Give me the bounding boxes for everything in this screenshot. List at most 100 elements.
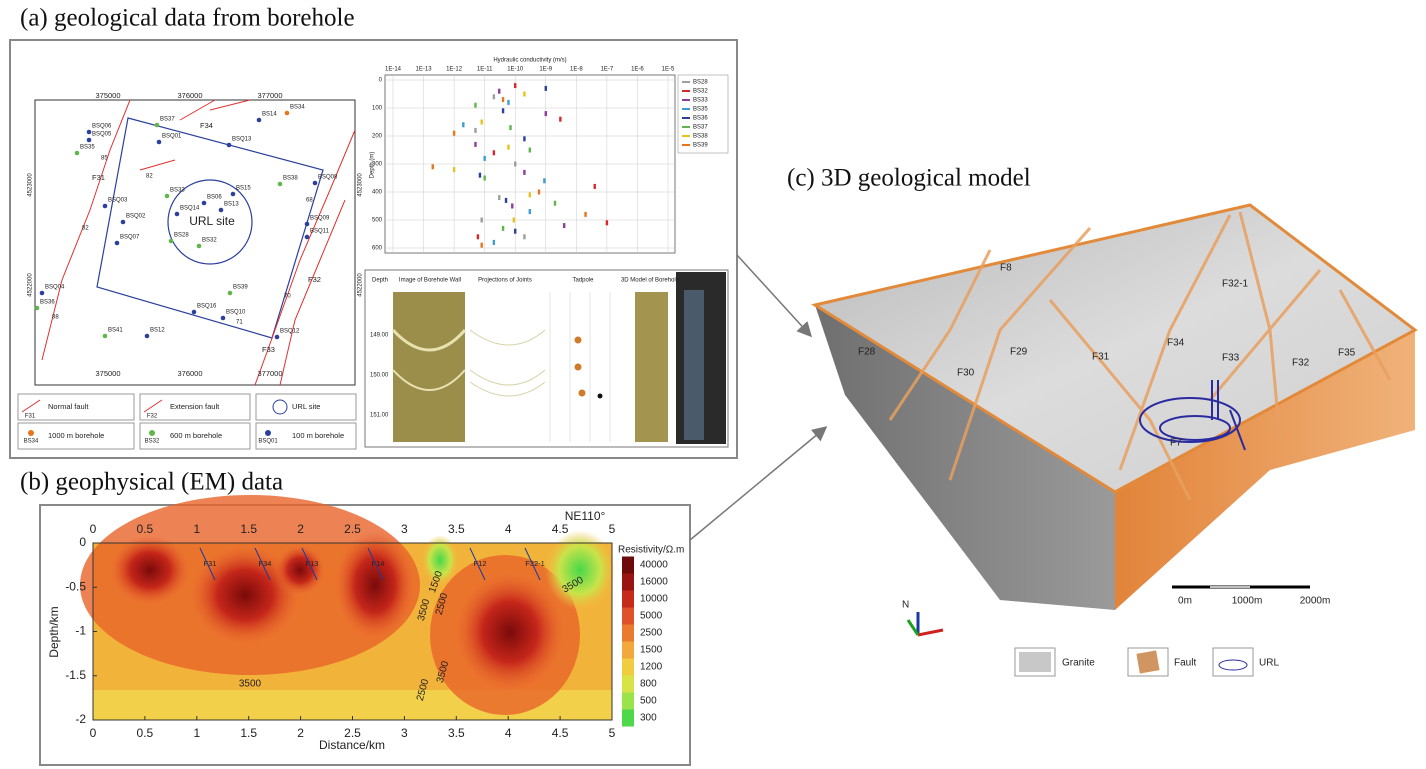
colorbar-label: 16000 — [640, 577, 668, 588]
legend-label: BS39 — [693, 143, 708, 149]
legend-url-icon — [272, 399, 288, 415]
borehole-dot — [174, 211, 180, 217]
x-tick-label: 4.5 — [552, 522, 569, 536]
legend-label: BS38 — [693, 134, 708, 140]
x-tick-label: 1E-14 — [385, 67, 402, 73]
data-point — [514, 161, 517, 167]
x-tick-label: 2 — [297, 726, 304, 740]
legend-icon-label: BS34 — [24, 439, 39, 445]
dip-label: 68 — [306, 198, 313, 204]
em-low — [545, 530, 615, 610]
data-point — [452, 167, 456, 173]
colorbar-label: 300 — [640, 713, 657, 724]
y-axis-label: Depth/km — [47, 606, 61, 657]
x-tick-label: 1E-13 — [416, 67, 433, 73]
legend-label: BS35 — [693, 107, 708, 113]
colorbar-swatch — [622, 675, 634, 693]
data-point — [452, 130, 456, 136]
data-point — [528, 209, 532, 215]
y-tick-label: -1 — [75, 624, 86, 638]
fault-trace — [301, 547, 318, 581]
borehole-label: BS41 — [108, 328, 123, 334]
colorbar-label: 40000 — [640, 560, 668, 571]
fault-swatch — [1136, 650, 1160, 674]
colorbar-swatch — [622, 624, 634, 642]
data-point — [514, 228, 517, 234]
x-tick-label: 3 — [401, 522, 408, 536]
borehole-dot — [256, 117, 262, 123]
borehole-label: BS32 — [202, 238, 217, 244]
borehole-dot — [304, 221, 310, 227]
borehole-3d-model — [635, 292, 668, 442]
map-x-tick: 376000 — [177, 91, 202, 100]
colorbar-swatch — [622, 556, 634, 574]
borehole-dot — [230, 191, 236, 197]
x-axis-label: Distance/km — [319, 738, 385, 752]
data-point — [474, 102, 477, 108]
depth-label: 150.00 — [370, 373, 389, 379]
data-point — [528, 192, 532, 198]
borehole-dot — [39, 290, 45, 296]
legend-label: BS33 — [693, 98, 708, 104]
fault-trace — [254, 547, 271, 581]
legend-item: 600 m borehole — [170, 431, 222, 440]
borehole-label: BSQ07 — [120, 235, 140, 241]
fault-label: F7 — [1170, 438, 1182, 449]
borehole-label: BS12 — [150, 328, 165, 334]
borehole-label: BSQ01 — [162, 134, 182, 140]
y-tick-label: 0 — [79, 535, 86, 549]
legend-icon-label: F32 — [147, 414, 158, 420]
borehole-wall-image — [393, 292, 465, 442]
data-point — [523, 169, 526, 175]
borehole-dot — [312, 180, 318, 186]
colorbar-swatch — [622, 641, 634, 659]
x-tick-label: 1.5 — [240, 726, 257, 740]
data-point — [498, 88, 501, 94]
map-y-tick: 4523000 — [358, 173, 364, 197]
borehole-label: BS36 — [40, 300, 55, 306]
data-point — [544, 111, 547, 117]
borehole-label: BS06 — [207, 195, 222, 201]
data-point — [483, 155, 486, 161]
borehole-dot — [168, 238, 174, 244]
data-point — [605, 220, 609, 226]
em-high — [455, 572, 565, 692]
url-model — [1139, 380, 1246, 451]
borehole-label: BS28 — [174, 233, 189, 239]
depth-label: 151.00 — [370, 413, 389, 419]
data-point — [483, 175, 486, 181]
url-swatch — [1218, 659, 1248, 671]
borehole-label: BS38 — [283, 176, 298, 182]
fault-lines — [41, 99, 356, 386]
scale-label: 1000m — [1232, 596, 1263, 607]
x-tick-label: 1 — [193, 522, 200, 536]
fault-label: F13 — [306, 559, 319, 568]
x-tick-label: 1.5 — [240, 522, 257, 536]
data-point — [431, 164, 434, 170]
profile-label: NE110° — [565, 509, 606, 523]
legend-label: BS37 — [693, 125, 708, 131]
borehole-dot — [201, 200, 207, 206]
url-circle — [167, 179, 253, 265]
borehole-label: BSQ10 — [226, 310, 246, 316]
x-tick-label: 2 — [297, 522, 304, 536]
data-point — [501, 97, 505, 103]
panel-header: Projections of Joints — [478, 278, 532, 284]
fault-label: F28 — [858, 347, 876, 358]
borehole-label: BSQ06 — [92, 124, 112, 130]
x-tick-label: 1E-6 — [631, 67, 644, 73]
data-point — [480, 217, 483, 223]
tadpole — [574, 336, 582, 344]
legend-item: Fault — [1174, 658, 1196, 669]
borehole-dot — [277, 181, 283, 187]
colorbar-label: 800 — [640, 679, 657, 690]
data-point — [514, 83, 517, 89]
data-point — [537, 189, 541, 195]
x-tick-label: 0.5 — [137, 522, 154, 536]
borehole-dot — [156, 139, 162, 145]
y-tick-label: 0 — [379, 78, 383, 84]
data-point — [559, 116, 562, 122]
borehole-dot — [86, 137, 92, 143]
data-point — [543, 178, 546, 184]
